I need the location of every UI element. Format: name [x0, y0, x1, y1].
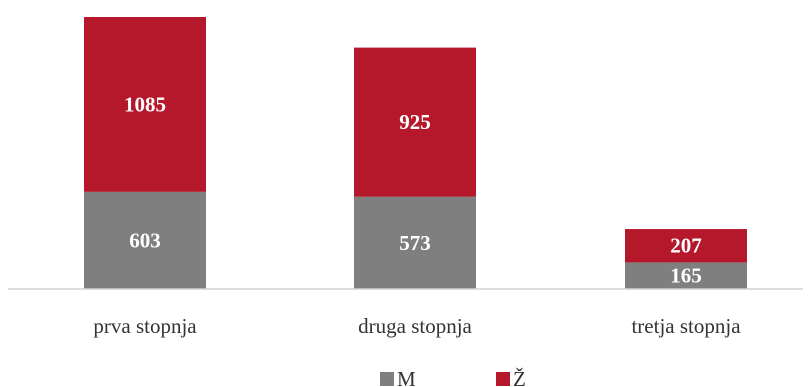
bar-prva-stopnja-series-1	[84, 17, 206, 192]
category-label-tretja-stopnja: tretja stopnja	[631, 314, 741, 338]
legend-label-series-1: Ž	[513, 367, 526, 387]
data-label-tretja-stopnja-series-0: 165	[670, 264, 702, 288]
data-label-prva-stopnja-series-0: 603	[129, 228, 161, 252]
category-labels: prva stopnja druga stopnja tretja stopnja	[93, 314, 741, 338]
data-label-druga-stopnja-series-1: 925	[399, 110, 431, 134]
bar-druga-stopnja-series-0	[354, 196, 476, 289]
data-label-druga-stopnja-series-0: 573	[399, 231, 431, 255]
data-label-prva-stopnja-series-1: 1085	[124, 92, 166, 116]
data-label-tretja-stopnja-series-1: 207	[670, 234, 702, 258]
category-label-prva-stopnja: prva stopnja	[93, 314, 197, 338]
legend-label-series-0: M	[397, 367, 416, 387]
legend-swatch-series-1	[496, 372, 510, 386]
legend-swatch-series-0	[380, 372, 394, 386]
bar-tretja-stopnja-series-1	[625, 229, 747, 263]
bar-tretja-stopnja-series-0	[625, 262, 747, 289]
category-label-druga-stopnja: druga stopnja	[358, 314, 472, 338]
bar-druga-stopnja-series-1	[354, 47, 476, 197]
bars-group: 603 1085 573 925 165 207	[84, 17, 747, 289]
bar-prva-stopnja-series-0	[84, 191, 206, 289]
